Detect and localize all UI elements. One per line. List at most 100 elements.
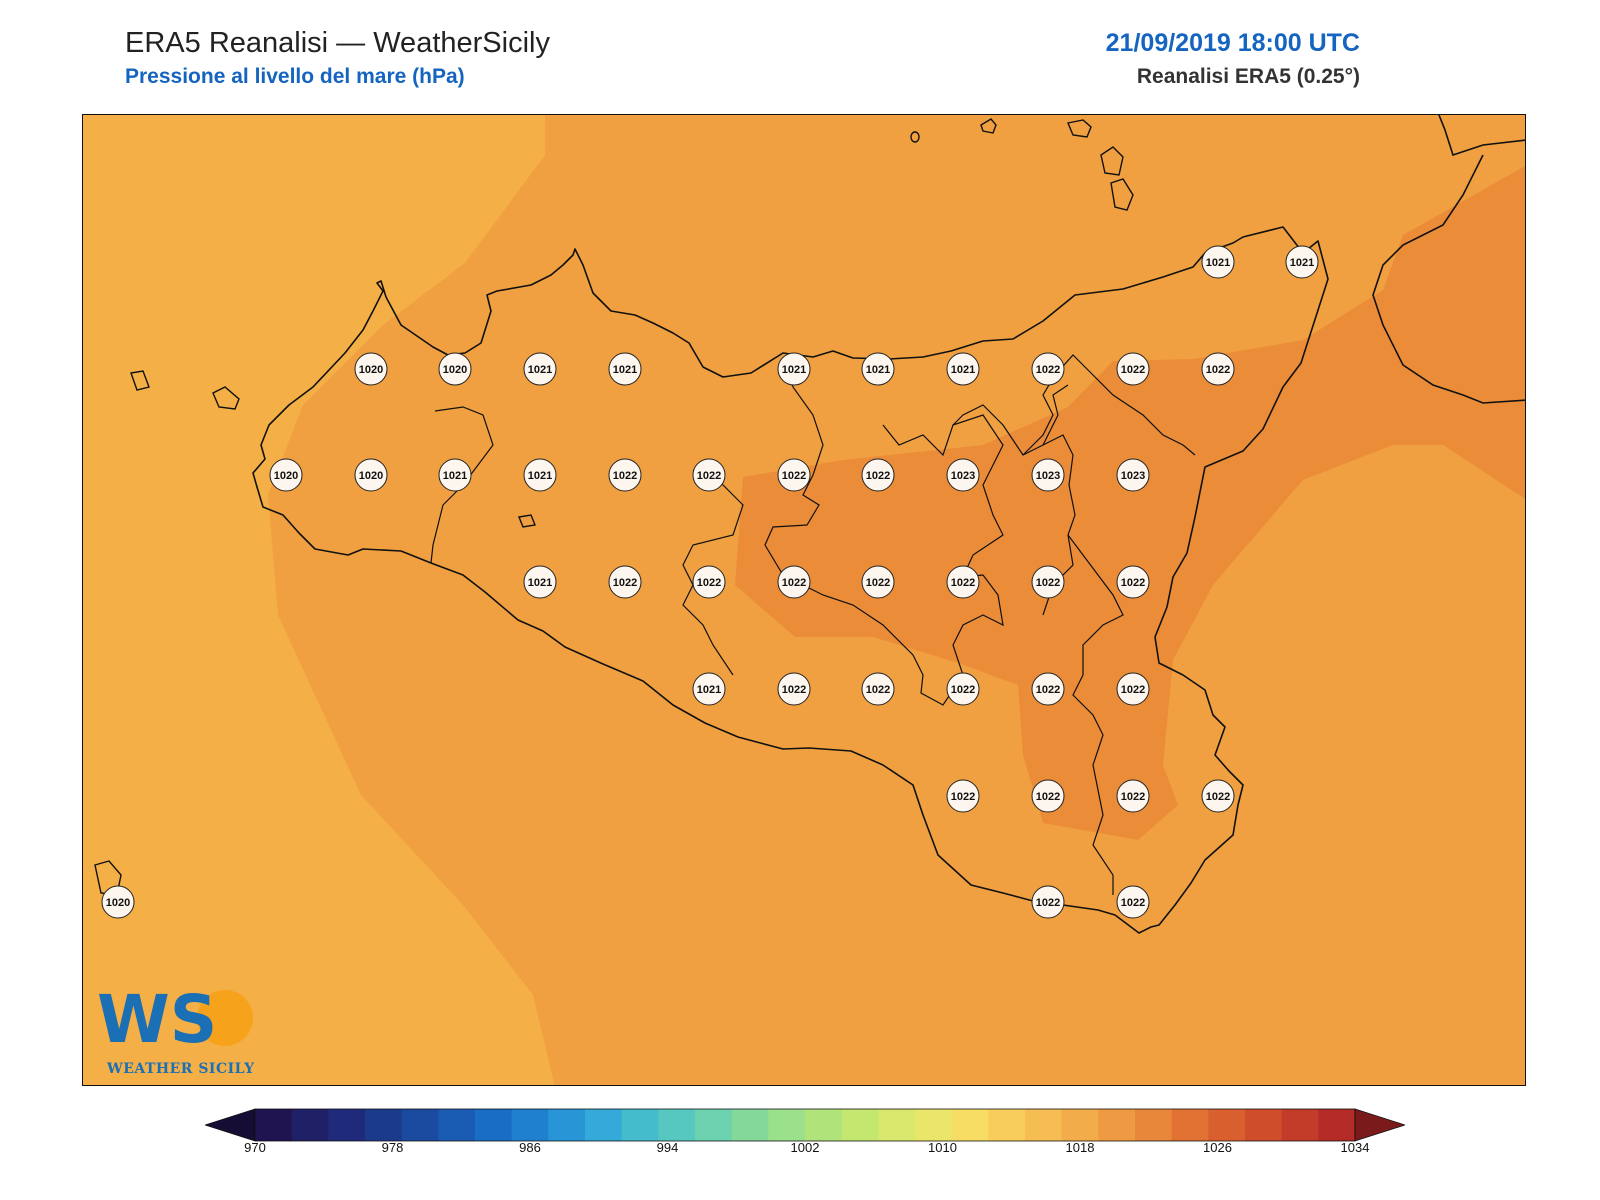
station-value: 1021 (951, 364, 975, 376)
station-circle (1285, 245, 1319, 279)
contour-1018-1020 (83, 115, 555, 1085)
station-circle (354, 458, 388, 492)
colorbar-tick-label: 978 (381, 1140, 404, 1155)
station-value: 1021 (1206, 257, 1230, 269)
station-circle (438, 352, 472, 386)
station-value: 1022 (1121, 577, 1145, 589)
station-marker: 1021 (523, 352, 557, 386)
station-value: 1022 (866, 684, 890, 696)
station-circle (354, 352, 388, 386)
station-marker: 1023 (946, 458, 980, 492)
station-marker: 1022 (946, 672, 980, 706)
colorbar-tick-label: 1010 (928, 1140, 957, 1155)
station-circle (777, 352, 811, 386)
station-marker: 1022 (1201, 779, 1235, 813)
station-value: 1022 (1036, 791, 1060, 803)
station-circle (1031, 565, 1065, 599)
station-circle (946, 672, 980, 706)
station-circle (861, 565, 895, 599)
colorbar (205, 1108, 1405, 1142)
station-value: 1020 (274, 470, 298, 482)
station-marker: 1022 (861, 565, 895, 599)
colorbar-cell (731, 1109, 769, 1141)
station-value: 1022 (697, 577, 721, 589)
colorbar-over-triangle (1354, 1108, 1405, 1142)
station-value: 1022 (951, 791, 975, 803)
station-circle (1031, 672, 1065, 706)
station-value: 1021 (782, 364, 806, 376)
colorbar-cell (1025, 1109, 1063, 1141)
colorbar-cell (291, 1109, 329, 1141)
colorbar-cell (548, 1109, 586, 1141)
station-circle (861, 352, 895, 386)
colorbar-cell (988, 1109, 1026, 1141)
station-marker: 1021 (692, 672, 726, 706)
station-value: 1021 (613, 364, 637, 376)
station-circle (946, 779, 980, 813)
station-marker: 1022 (946, 565, 980, 599)
station-circle (1201, 779, 1235, 813)
station-value: 1022 (1036, 364, 1060, 376)
station-circle (1201, 352, 1235, 386)
colorbar-cell (511, 1109, 549, 1141)
station-value: 1023 (1121, 470, 1145, 482)
station-markers: 1021 1021 1020 1020 1021 1021 1021 1021 1021 1022… (101, 245, 1319, 919)
station-marker: 1020 (101, 885, 135, 919)
colorbar-cell (1135, 1109, 1173, 1141)
map-source: Reanalisi ERA5 (0.25°) (1136, 65, 1360, 88)
colorbar-cell (621, 1109, 659, 1141)
logo-letters: WS (97, 981, 217, 1058)
station-value: 1022 (866, 470, 890, 482)
station-value: 1022 (613, 577, 637, 589)
station-value: 1022 (782, 577, 806, 589)
station-marker: 1022 (1116, 779, 1150, 813)
station-marker: 1022 (1031, 352, 1065, 386)
logo-name: WEATHER SICILY (107, 1061, 255, 1077)
weathersicily-logo: WS (97, 981, 253, 1058)
station-circle (861, 672, 895, 706)
station-value: 1022 (1121, 684, 1145, 696)
station-circle (777, 565, 811, 599)
station-circle (692, 458, 726, 492)
station-value: 1021 (1290, 257, 1314, 269)
station-circle (1031, 779, 1065, 813)
station-circle (1116, 565, 1150, 599)
map-title: ERA5 Reanalisi — WeatherSicily (125, 27, 550, 59)
station-circle (1031, 885, 1065, 919)
station-value: 1020 (359, 470, 383, 482)
station-marker: 1022 (692, 565, 726, 599)
station-value: 1021 (528, 470, 552, 482)
station-value: 1020 (106, 897, 130, 909)
station-circle (777, 458, 811, 492)
colorbar-tick-label: 986 (519, 1140, 541, 1155)
station-marker: 1022 (1116, 565, 1150, 599)
map-datetime: 21/09/2019 18:00 UTC (1105, 29, 1360, 57)
station-value: 1022 (782, 684, 806, 696)
station-circle (101, 885, 135, 919)
station-marker: 1022 (692, 458, 726, 492)
colorbar-cell (1318, 1109, 1356, 1141)
station-marker: 1022 (1116, 672, 1150, 706)
station-marker: 1022 (777, 672, 811, 706)
station-marker: 1021 (608, 352, 642, 386)
station-circle (608, 352, 642, 386)
colorbar-tick-label: 1002 (790, 1140, 820, 1155)
colorbar-cell (841, 1109, 879, 1141)
station-value: 1021 (528, 364, 552, 376)
station-marker: 1022 (1116, 885, 1150, 919)
map-canvas: 1021 1021 1020 1020 1021 1021 1021 1021 1021 1022… (83, 115, 1525, 1085)
station-circle (946, 352, 980, 386)
pressure-map[interactable]: 1021 1021 1020 1020 1021 1021 1021 1021 1021 1022… (82, 114, 1526, 1086)
colorbar-tick-label: 970 (244, 1140, 266, 1155)
station-marker: 1021 (523, 458, 557, 492)
station-marker: 1020 (269, 458, 303, 492)
station-marker: 1020 (354, 458, 388, 492)
colorbar-cell (401, 1109, 439, 1141)
station-value: 1022 (951, 684, 975, 696)
colorbar-cell (475, 1109, 513, 1141)
station-value: 1022 (1206, 791, 1230, 803)
station-circle (1201, 245, 1235, 279)
station-value: 1022 (1121, 791, 1145, 803)
colorbar-cell (768, 1109, 806, 1141)
station-value: 1022 (613, 470, 637, 482)
